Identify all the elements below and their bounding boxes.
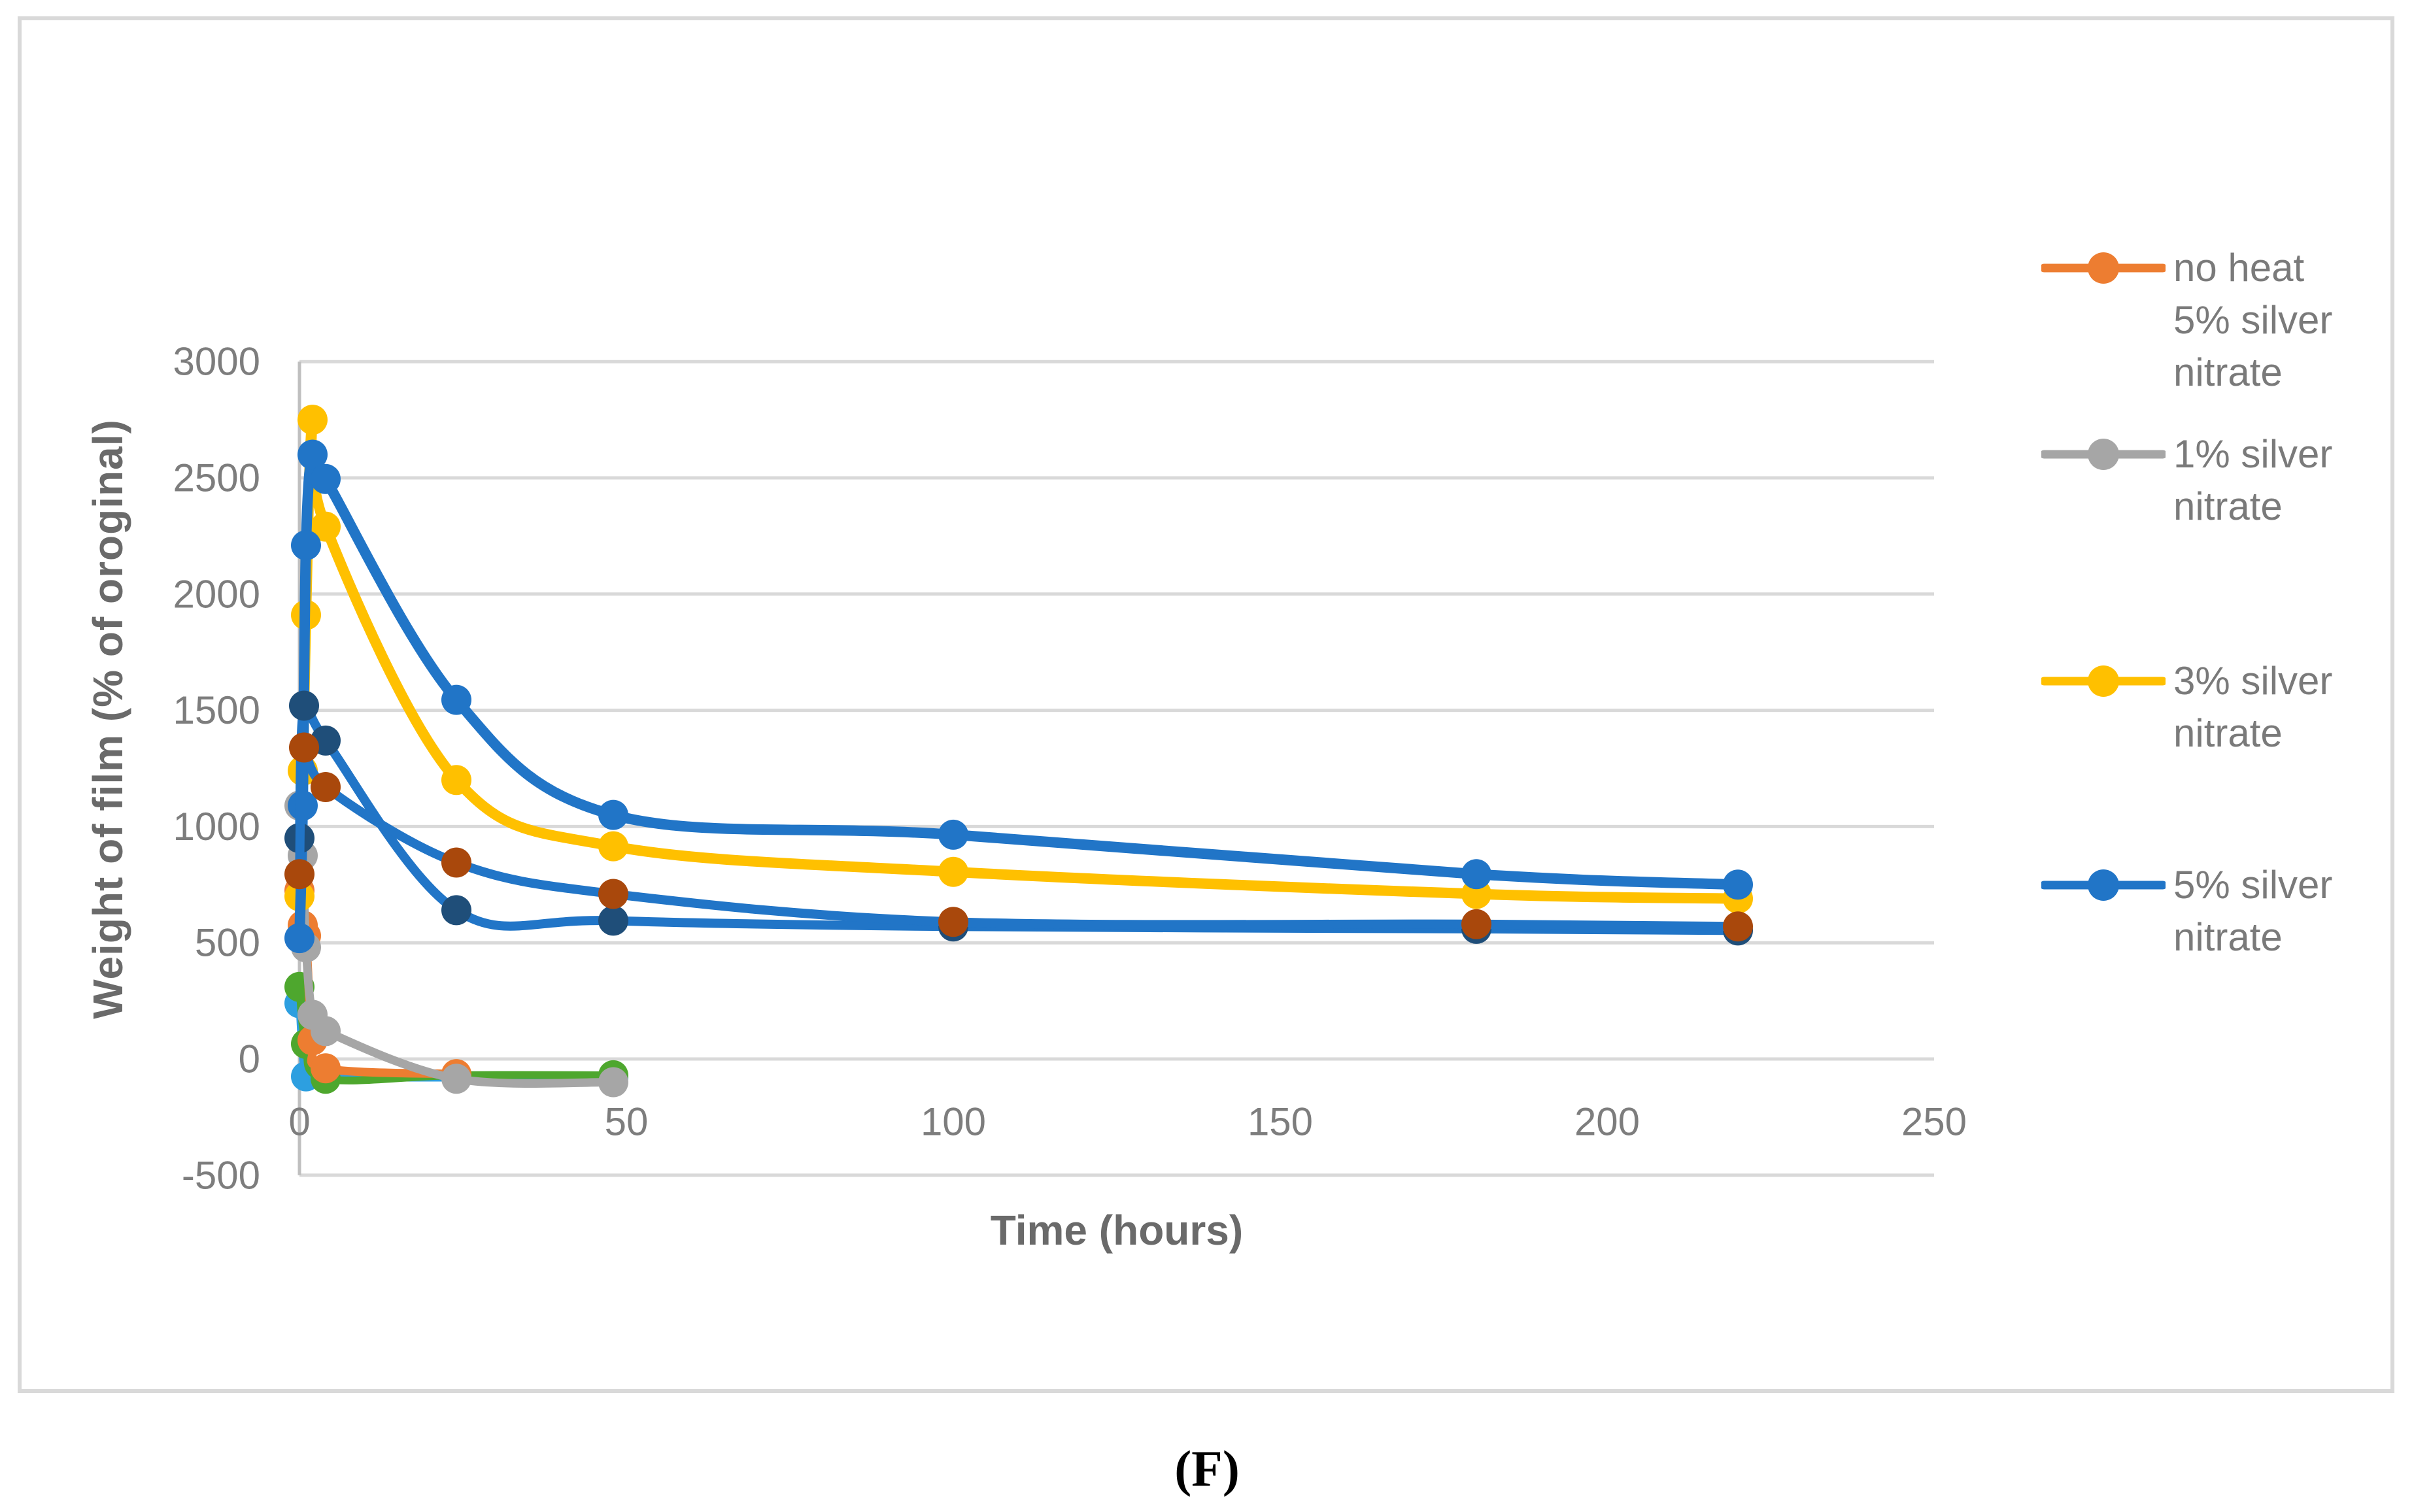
series-5-silver-nitrate-marker-0 <box>284 923 314 954</box>
series-3-silver-nitrate-marker-6 <box>598 831 628 862</box>
x-axis-title: Time (hours) <box>990 1207 1244 1254</box>
series-3-silver-nitrate-marker-7 <box>938 856 968 887</box>
series-1-silver-nitrate-line <box>295 801 618 1088</box>
x-tick-label-200: 200 <box>1574 1100 1640 1144</box>
x-tick-label-0: 0 <box>288 1100 310 1144</box>
series-5-silver-nitrate-marker-3 <box>298 439 328 470</box>
series-5-silver-nitrate-marker-7 <box>938 819 968 850</box>
y-tick-label-0: 0 <box>239 1037 260 1081</box>
series-3-silver-nitrate-marker-5 <box>441 765 471 796</box>
series-1-silver-nitrate-marker-6 <box>598 1067 628 1098</box>
x-tick-label-50: 50 <box>605 1100 649 1144</box>
series-5-silver-nitrate-marker-8 <box>1461 859 1491 890</box>
series-navy-marker-series-not-in-legend-marker-1 <box>289 690 319 721</box>
series-dark-red-marker-series-not-in-legend-marker-2 <box>311 771 341 802</box>
x-tick-label-100: 100 <box>921 1100 986 1144</box>
series-5-silver-nitrate-marker-6 <box>598 799 628 830</box>
series-dark-red-marker-series-not-in-legend-marker-0 <box>284 859 314 890</box>
y-tick-label-3000: 3000 <box>173 340 260 384</box>
figure-caption: (F) <box>1174 1440 1240 1497</box>
y-tick-label--500: -500 <box>182 1153 260 1197</box>
y-axis-title: Weight of film (% of oroginal) <box>84 419 131 1019</box>
y-tick-label-500: 500 <box>195 921 260 965</box>
x-tick-label-250: 250 <box>1901 1100 1967 1144</box>
series-1-silver-nitrate-marker-5 <box>441 1064 471 1094</box>
series-5-silver-nitrate-marker-5 <box>441 684 471 715</box>
series-5-silver-nitrate-marker-2 <box>291 530 321 561</box>
series-dark-red-marker-series-not-in-legend-marker-3 <box>441 847 471 878</box>
series-1-silver-nitrate-marker-4 <box>311 1016 341 1047</box>
y-tick-label-2500: 2500 <box>173 456 260 500</box>
series-5-silver-nitrate-marker-4 <box>311 463 341 494</box>
series-dark-red-marker-series-not-in-legend-marker-7 <box>1723 911 1753 942</box>
x-tick-label-150: 150 <box>1248 1100 1313 1144</box>
y-tick-label-1000: 1000 <box>173 805 260 848</box>
series-3-silver-nitrate-marker-3 <box>298 405 328 435</box>
y-tick-label-1500: 1500 <box>173 688 260 732</box>
series-navy-marker-series-not-in-legend-marker-4 <box>598 905 628 936</box>
series-dark-red-marker-series-not-in-legend-marker-1 <box>289 732 319 763</box>
series-3-silver-nitrate-marker-4 <box>311 511 341 542</box>
series-dark-red-marker-series-not-in-legend-marker-5 <box>938 907 968 937</box>
series-5-silver-nitrate-line <box>294 441 1743 944</box>
figure-border <box>18 16 2394 1393</box>
series-navy-marker-series-not-in-legend-marker-3 <box>441 895 471 926</box>
series-5-silver-nitrate-marker-9 <box>1723 869 1753 900</box>
series-dark-red-marker-series-not-in-legend-marker-4 <box>598 879 628 909</box>
y-tick-label-2000: 2000 <box>173 572 260 616</box>
series-no-heat-5-silver-nitrate-marker-4 <box>311 1053 341 1084</box>
series-dark-red-marker-series-not-in-legend-marker-6 <box>1461 909 1491 939</box>
